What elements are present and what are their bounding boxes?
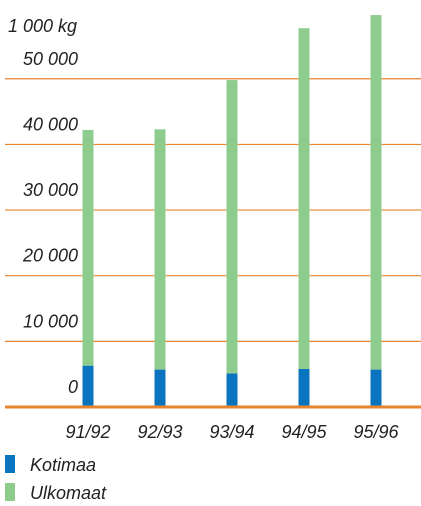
y-tick-label: 10 000 — [23, 311, 78, 331]
x-tick-label: 92/93 — [137, 422, 182, 442]
bar-segment — [82, 365, 94, 407]
x-tick-label: 91/92 — [65, 422, 110, 442]
legend-label: Ulkomaat — [30, 483, 107, 503]
bar-segment — [226, 373, 238, 407]
y-tick-label: 20 000 — [22, 246, 78, 266]
x-tick-label: 94/95 — [281, 422, 327, 442]
y-axis-label: 1 000 kg — [8, 16, 77, 36]
y-tick-label: 30 000 — [23, 180, 78, 200]
x-tick-label: 93/94 — [209, 422, 254, 442]
bar-segment — [370, 15, 382, 370]
legend-swatch — [5, 483, 15, 501]
legend-label: Kotimaa — [30, 455, 96, 475]
y-tick-label: 50 000 — [23, 49, 78, 69]
bar-segment — [154, 129, 166, 370]
bar-segment — [298, 28, 310, 369]
bar-segment — [298, 368, 310, 407]
x-tick-label: 95/96 — [353, 422, 399, 442]
legend-swatch — [5, 455, 15, 473]
bar-segment — [226, 80, 238, 374]
y-tick-label: 40 000 — [23, 114, 78, 134]
y-tick-label: 0 — [68, 377, 78, 397]
bar-segment — [154, 369, 166, 407]
bar-segment — [370, 369, 382, 407]
bar-segment — [82, 129, 94, 366]
